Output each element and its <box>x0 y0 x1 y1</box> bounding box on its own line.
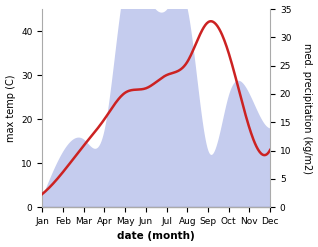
X-axis label: date (month): date (month) <box>117 231 195 242</box>
Y-axis label: med. precipitation (kg/m2): med. precipitation (kg/m2) <box>302 43 313 174</box>
Y-axis label: max temp (C): max temp (C) <box>5 74 16 142</box>
